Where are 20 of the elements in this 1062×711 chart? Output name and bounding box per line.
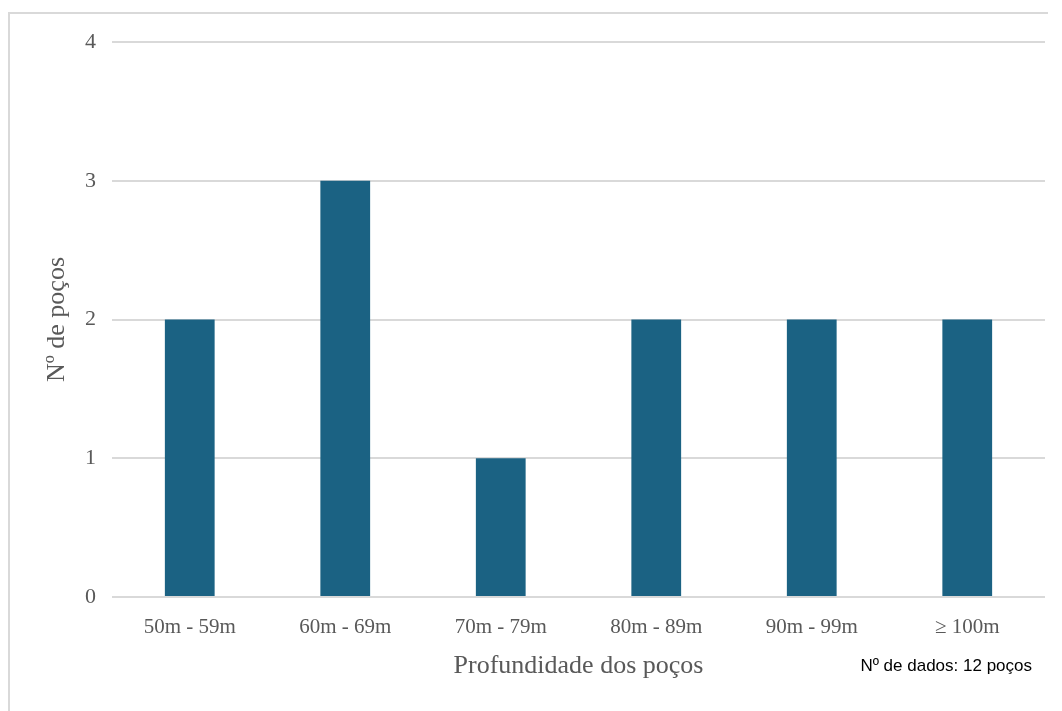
- y-axis-title: Nº de poços: [41, 256, 71, 383]
- bar: [164, 319, 215, 596]
- y-tick-label: 4: [85, 27, 96, 53]
- x-tick-label: 80m - 89m: [610, 614, 703, 639]
- y-tick-label: 3: [85, 166, 96, 192]
- bar: [631, 319, 682, 596]
- text: Nº de dados: 12 poços: [860, 656, 1032, 676]
- x-tick-label: 60m - 69m: [299, 614, 392, 639]
- x-tick-label: 50m - 59m: [143, 614, 236, 639]
- x-tick-label: 90m - 99m: [765, 614, 858, 639]
- bar: [942, 319, 993, 596]
- y-tick-label: 1: [85, 444, 96, 470]
- x-axis-title: Profundidade dos poços: [453, 650, 704, 680]
- y-tick-label: 0: [85, 582, 96, 608]
- x-tick-label: 70m - 79m: [454, 614, 547, 639]
- y-tick-label: 2: [85, 305, 96, 331]
- x-tick-label: ≥ 100m: [934, 614, 1000, 639]
- bar: [475, 458, 526, 596]
- bar: [786, 319, 837, 596]
- bar: [320, 180, 371, 596]
